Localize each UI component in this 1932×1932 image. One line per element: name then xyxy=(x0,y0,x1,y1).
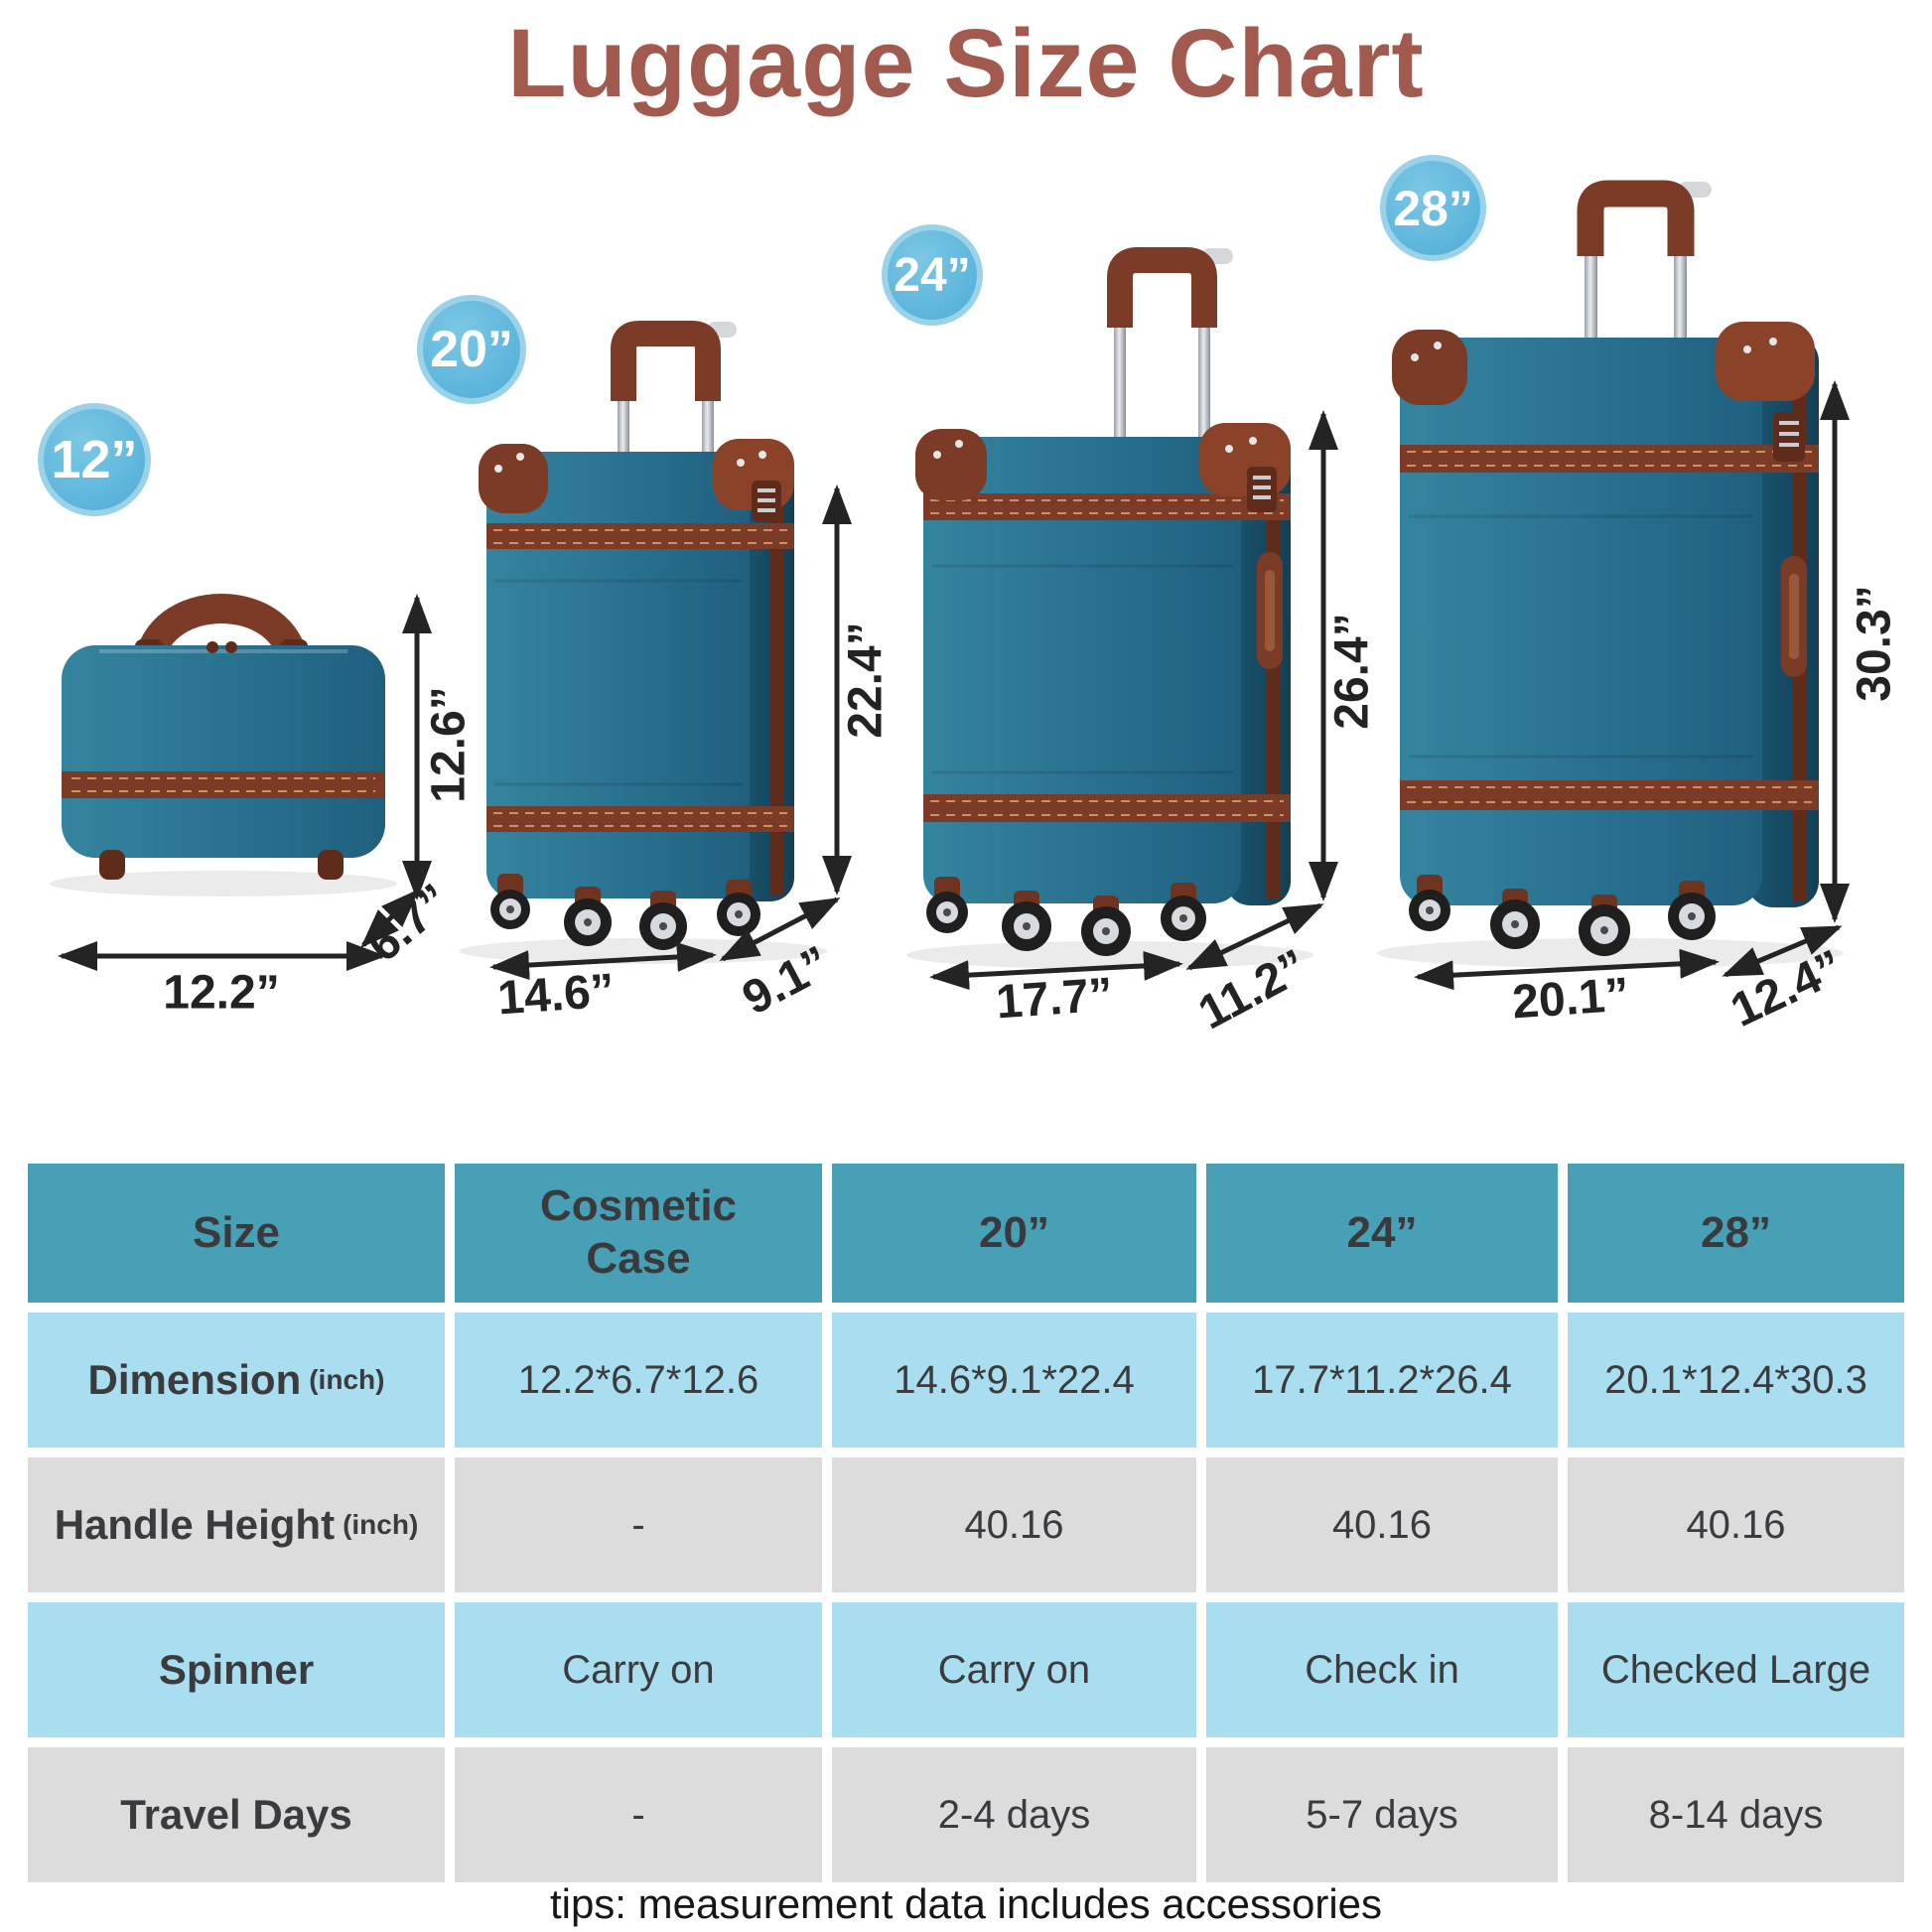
badge-28-inch: 28” xyxy=(1380,155,1486,261)
dim-width-28: 20.1” xyxy=(1510,968,1631,1030)
row-label-handle-height: Handle Height (inch) xyxy=(28,1457,445,1592)
cell-spinner-28: Checked Large xyxy=(1568,1602,1904,1737)
row-label-dimension-unit: (inch) xyxy=(309,1364,385,1395)
dim-height-20: 22.4” xyxy=(839,621,893,739)
dim-height-24: 26.4” xyxy=(1325,613,1379,730)
cell-handle-height-cosmetic: - xyxy=(455,1457,822,1592)
row-label-handle-height-text: Handle Height xyxy=(54,1501,336,1548)
header-label-28: 28” xyxy=(1701,1207,1771,1257)
arrow-depth-28 xyxy=(1722,924,1843,978)
row-label-dimension: Dimension (inch) xyxy=(28,1312,445,1448)
footer-tip: tips: measurement data includes accessor… xyxy=(549,1880,1383,1927)
arrow-depth-24 xyxy=(1185,902,1324,971)
cell-dimension-28: 20.1*12.4*30.3 xyxy=(1568,1312,1904,1448)
suitcase-28-illustration xyxy=(1377,180,1844,968)
row-label-handle-height-unit: (inch) xyxy=(343,1509,419,1540)
row-label-travel-days-text: Travel Days xyxy=(120,1791,352,1838)
arrow-width-28 xyxy=(1414,948,1720,991)
cell-handle-height-20: 40.16 xyxy=(832,1457,1196,1592)
cell-dimension-24: 17.7*11.2*26.4 xyxy=(1206,1312,1558,1448)
cell-spinner-20: Carry on xyxy=(832,1602,1196,1737)
row-label-travel-days: Travel Days xyxy=(28,1747,445,1882)
dimension-arrows xyxy=(57,379,1850,991)
header-cell-20: 20” xyxy=(832,1164,1196,1303)
badge-28-label: 28” xyxy=(1393,180,1473,236)
dim-height-cosmetic: 12.6” xyxy=(422,686,476,803)
header-cell-24: 24” xyxy=(1206,1164,1558,1303)
cell-travel-days-cosmetic: - xyxy=(455,1747,822,1882)
cell-spinner-cosmetic: Carry on xyxy=(455,1602,822,1737)
badge-12-label: 12” xyxy=(51,430,138,489)
row-label-spinner: Spinner xyxy=(28,1602,445,1737)
size-table: Size Cosmetic Case 20” 24” 28” Dimension… xyxy=(28,1164,1904,1882)
badge-24-inch: 24” xyxy=(882,224,983,326)
header-label-24: 24” xyxy=(1346,1207,1418,1257)
header-cell-28: 28” xyxy=(1568,1164,1904,1303)
row-label-dimension-text: Dimension xyxy=(87,1356,302,1403)
row-label-spinner-text: Spinner xyxy=(158,1646,315,1693)
dim-width-20: 14.6” xyxy=(495,964,617,1026)
suitcase-24-illustration xyxy=(906,247,1313,969)
badge-12-inch: 12” xyxy=(38,403,151,516)
cosmetic-case-illustration xyxy=(50,594,397,897)
header-label-20: 20” xyxy=(979,1207,1049,1257)
cell-dimension-cosmetic: 12.2*6.7*12.6 xyxy=(455,1312,822,1448)
wheels-28 xyxy=(1409,875,1716,956)
arrow-depth-20 xyxy=(719,897,841,962)
header-label-size: Size xyxy=(192,1207,281,1257)
dim-width-cosmetic: 12.2” xyxy=(163,966,280,1020)
cell-handle-height-24: 40.16 xyxy=(1206,1457,1558,1592)
suitcase-20-illustration xyxy=(460,321,827,964)
header-cell-size: Size xyxy=(28,1164,445,1303)
cell-travel-days-20: 2-4 days xyxy=(832,1747,1196,1882)
cell-handle-height-28: 40.16 xyxy=(1568,1457,1904,1592)
cell-travel-days-28: 8-14 days xyxy=(1568,1747,1904,1882)
cell-travel-days-24: 5-7 days xyxy=(1206,1747,1558,1882)
header-label-cosmetic-case: Cosmetic Case xyxy=(539,1181,738,1283)
cell-dimension-20: 14.6*9.1*22.4 xyxy=(832,1312,1196,1448)
header-cell-cosmetic-case: Cosmetic Case xyxy=(455,1164,822,1303)
badge-20-inch: 20” xyxy=(417,295,526,404)
badge-20-label: 20” xyxy=(430,321,513,378)
cell-spinner-24: Check in xyxy=(1206,1602,1558,1737)
arrow-width-20 xyxy=(489,941,717,981)
dim-height-28: 30.3” xyxy=(1848,585,1901,702)
badge-24-label: 24” xyxy=(894,248,971,302)
dim-width-24: 17.7” xyxy=(994,968,1115,1030)
page-title: Luggage Size Chart xyxy=(507,9,1425,117)
arrow-width-24 xyxy=(929,950,1183,991)
